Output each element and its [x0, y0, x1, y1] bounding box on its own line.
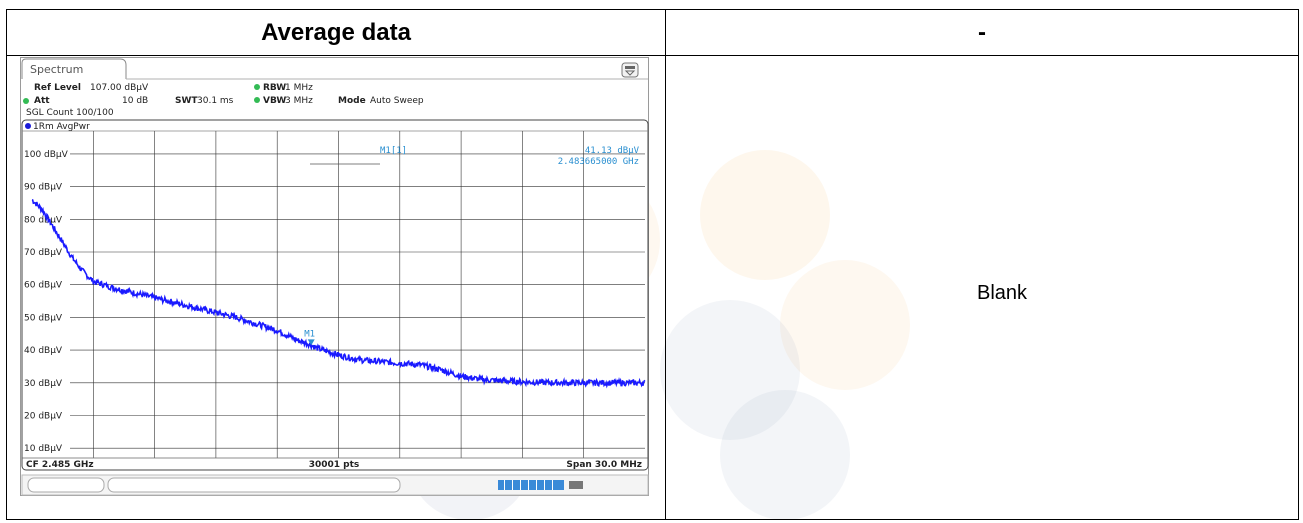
mode-value: Auto Sweep	[370, 96, 424, 106]
watermark-blob	[780, 260, 910, 390]
vbw-indicator-icon	[254, 97, 260, 103]
y-tick-label: 40 dBµV	[24, 346, 63, 356]
vbw-value: 3 MHz	[285, 96, 313, 106]
footer-span: Span 30.0 MHz	[566, 460, 642, 470]
att-value: 10 dB	[122, 96, 148, 106]
mode-label: Mode	[338, 96, 366, 106]
y-tick-label: 50 dBµV	[24, 313, 63, 323]
status-field-left[interactable]	[27, 477, 105, 493]
report-table: Average data - Blank	[6, 9, 1299, 520]
vbw-label: VBW	[263, 96, 286, 106]
blank-text: Blank	[976, 282, 1028, 304]
watermark-blob	[700, 150, 830, 280]
blank-cell: Blank	[666, 56, 1298, 519]
footer-center-frequency: CF 2.485 GHz	[26, 460, 94, 470]
status-field-main[interactable]	[107, 477, 401, 493]
ref-level-label: Ref Level	[34, 83, 81, 93]
rbw-label: RBW	[263, 83, 286, 93]
marker-m1-icon[interactable]	[307, 339, 315, 346]
tab-title: Spectrum	[30, 63, 83, 76]
att-label: Att	[34, 96, 50, 106]
rbw-value: 1 MHz	[285, 83, 313, 93]
y-tick-label: 10 dBµV	[24, 444, 63, 454]
y-tick-label: 90 dBµV	[24, 183, 63, 193]
swt-value: 30.1 ms	[197, 96, 234, 106]
trace-layer: M1	[31, 198, 646, 389]
footer-points: 30001 pts	[309, 460, 360, 470]
watermark-blob	[720, 390, 850, 520]
marker-readout-header: M1[1]	[380, 146, 407, 156]
y-tick-label: 100 dBµV	[24, 150, 69, 160]
y-axis-labels: 100 dBµV 90 dBµV 80 dBµV 70 dBµV 60 dBµV 50 d…	[24, 150, 69, 454]
y-tick-label: 80 dBµV	[24, 215, 63, 225]
ref-level-value: 107.00 dBµV	[90, 83, 149, 93]
y-tick-label: 60 dBµV	[24, 281, 63, 291]
header-dash: -	[666, 10, 1298, 56]
swt-label: SWT	[175, 96, 198, 106]
marker-readout-level: 41.13 dBµV	[585, 146, 640, 156]
progress-indicator	[498, 480, 583, 490]
y-tick-label: 70 dBµV	[24, 248, 63, 258]
rbw-indicator-icon	[254, 84, 260, 90]
marker-readout-freq: 2.483665000 GHz	[558, 157, 639, 167]
spectrum-cell	[7, 56, 666, 519]
trace-line	[31, 198, 646, 389]
trace-indicator-icon	[25, 123, 31, 129]
spectrum-analyzer-screenshot: Spectrum Ref Level 107.00 dBµV RBW 1 MHz…	[20, 57, 650, 517]
spectrum-tab[interactable]	[21, 58, 127, 79]
att-indicator-icon	[23, 98, 29, 104]
y-tick-label: 30 dBµV	[24, 379, 63, 389]
trace-label: 1Rm AvgPwr	[33, 122, 90, 132]
header-average-data: Average data	[7, 10, 666, 56]
watermark-blob	[660, 300, 800, 440]
sgl-count: SGL Count 100/100	[26, 108, 114, 118]
plot-frame	[21, 119, 649, 471]
marker-m1-label: M1	[304, 329, 315, 339]
y-tick-label: 20 dBµV	[24, 411, 63, 421]
